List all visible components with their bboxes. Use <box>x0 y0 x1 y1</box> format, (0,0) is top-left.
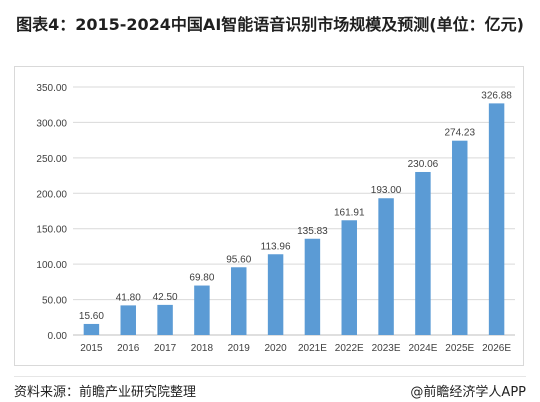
data-label: 161.91 <box>334 207 365 218</box>
bar <box>488 103 505 335</box>
chart-title: 图表4：2015-2024中国AI智能语音识别市场规模及预测(单位：亿元) <box>16 15 524 34</box>
x-tick-label: 2019 <box>228 343 251 354</box>
bar-chart: 0.00 50.00 100.00 150.00 200.00 250.00 300.00 3… <box>36 83 515 354</box>
data-label: 113.96 <box>261 241 291 252</box>
bar <box>231 267 247 335</box>
data-label: 135.83 <box>297 226 328 237</box>
data-label: 69.80 <box>189 273 214 284</box>
x-tick-label: 2025E <box>445 343 474 354</box>
bar <box>194 285 210 335</box>
data-label: 42.50 <box>153 292 178 303</box>
data-label: 193.00 <box>371 185 402 196</box>
y-tick-label: 100.00 <box>36 260 67 271</box>
bar <box>415 171 431 335</box>
x-tick-label: 2022E <box>335 343 364 354</box>
bar <box>267 254 284 335</box>
y-tick-label: 150.00 <box>36 225 67 236</box>
footer: 资料来源：前瞻产业研究院整理 @前瞻经济学人APP <box>14 376 526 400</box>
data-label: 230.06 <box>408 159 439 170</box>
x-tick-label: 2017 <box>154 343 177 354</box>
y-tick-label: 350.00 <box>36 83 67 94</box>
y-tick-label: 50.00 <box>42 296 67 307</box>
bar <box>378 198 394 335</box>
chart-area: 0.00 50.00 100.00 150.00 200.00 250.00 300.00 3… <box>14 66 524 366</box>
bar <box>157 304 173 335</box>
bar <box>83 323 100 335</box>
y-tick-label: 250.00 <box>36 154 67 165</box>
bar <box>341 220 357 335</box>
x-tick-label: 2018 <box>191 343 214 354</box>
credit-note: @前瞻经济学人APP <box>410 385 526 400</box>
bar <box>120 305 136 335</box>
source-note: 资料来源：前瞻产业研究院整理 <box>14 385 197 400</box>
x-tick-label: 2016 <box>117 343 140 354</box>
y-tick-label: 200.00 <box>36 189 67 200</box>
x-tick-label: 2020 <box>264 343 287 354</box>
x-tick-label: 2015 <box>80 343 103 354</box>
x-tick-label: 2021E <box>298 343 327 354</box>
data-label: 95.60 <box>226 254 251 265</box>
y-tick-label: 300.00 <box>36 118 67 129</box>
bar <box>304 238 321 335</box>
data-label: 41.80 <box>116 292 141 303</box>
data-label: 326.88 <box>481 90 512 101</box>
x-tick-label: 2024E <box>408 343 437 354</box>
data-label: 15.60 <box>79 311 104 322</box>
y-tick-label: 0.00 <box>48 331 68 342</box>
x-tick-label: 2023E <box>372 343 401 354</box>
bar <box>452 140 468 335</box>
x-tick-label: 2026E <box>482 343 511 354</box>
data-label: 274.23 <box>444 128 475 139</box>
